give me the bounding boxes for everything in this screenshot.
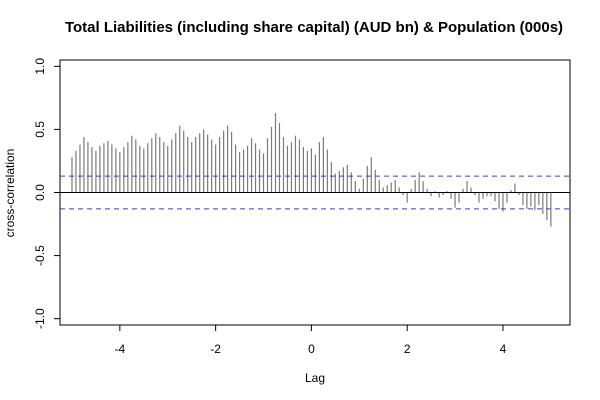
x-tick-label: 2 — [404, 342, 411, 356]
y-tick-label: 0.5 — [33, 121, 47, 138]
y-axis: -1.0 -0.5 0.0 0.5 1.0 — [33, 58, 60, 329]
x-tick-label: -4 — [115, 342, 126, 356]
x-tick-label: 4 — [500, 342, 507, 356]
y-tick-label: -0.5 — [33, 245, 47, 266]
y-tick-label: 1.0 — [33, 58, 47, 75]
y-axis-label: cross-correlation — [3, 149, 17, 238]
y-tick-label: -1.0 — [33, 308, 47, 329]
x-axis: -4 -2 0 2 4 — [115, 325, 507, 356]
y-tick-label: 0.0 — [33, 184, 47, 201]
chart-title: Total Liabilities (including share capit… — [65, 19, 563, 36]
x-tick-label: -2 — [210, 342, 221, 356]
x-axis-label: Lag — [305, 371, 325, 385]
bars-group — [71, 113, 552, 227]
x-tick-label: 0 — [308, 342, 315, 356]
